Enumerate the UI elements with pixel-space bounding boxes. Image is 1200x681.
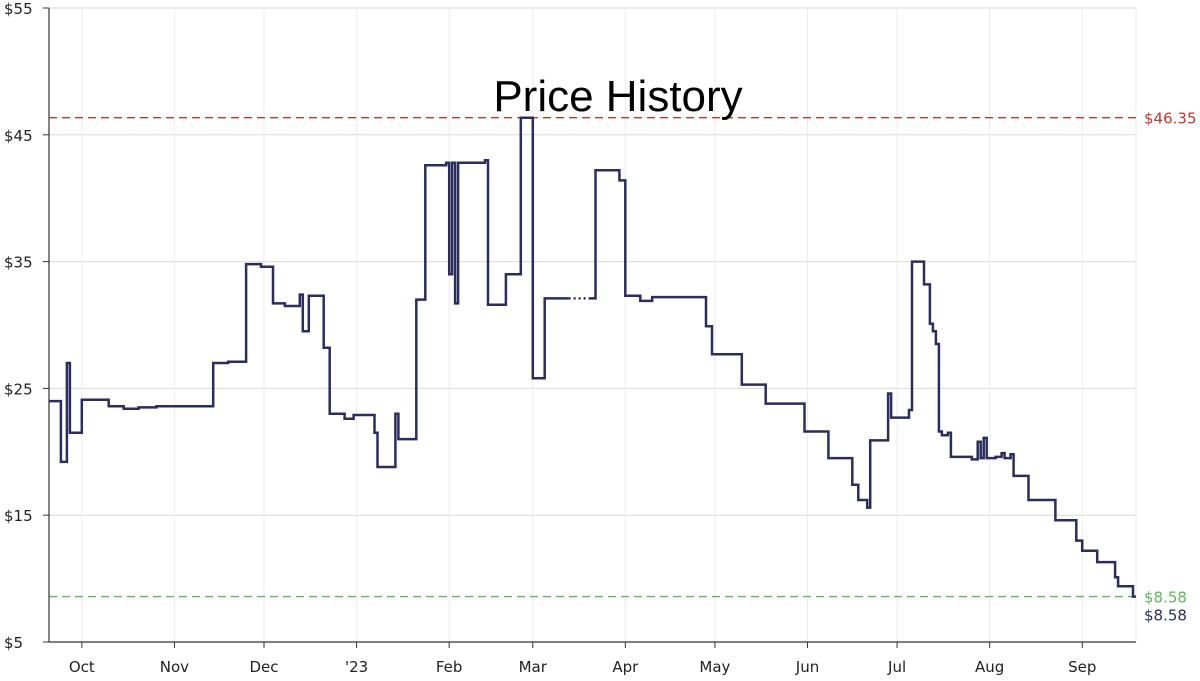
x-tick-label: Apr [612, 658, 639, 676]
x-tick-label: Nov [160, 658, 189, 676]
grid [49, 7, 1137, 643]
x-tick-label: '23 [345, 658, 368, 676]
price-line [49, 116, 1136, 598]
axes: $5 $15 $25 $35 $45 $55 Oct Nov Dec '23 Feb Mar Apr Ma… [4, 0, 1136, 676]
reference-lines: $46.35 $8.58$8.58 [49, 110, 1197, 625]
x-tick-label: Sep [1068, 658, 1096, 676]
chart-title: Price History [493, 72, 742, 121]
price-series [49, 116, 1136, 598]
y-tick-label: $45 [4, 127, 33, 145]
x-tick-label: Jun [795, 658, 819, 676]
x-tick-label: May [699, 658, 730, 676]
x-tick-label: Mar [519, 658, 548, 676]
x-tick-label: Feb [436, 658, 463, 676]
y-tick-label: $15 [4, 507, 33, 525]
y-tick-label: $25 [4, 380, 33, 398]
reference-label: $8.58 [1144, 589, 1187, 607]
y-tick-label: $55 [4, 0, 33, 18]
y-tick-label: $5 [4, 634, 23, 652]
reference-label: $46.35 [1144, 110, 1197, 128]
x-tick-label: Oct [69, 658, 95, 676]
x-tick-label: Aug [975, 658, 1004, 676]
y-tick-label: $35 [4, 254, 33, 272]
current-price-label: $8.58 [1144, 607, 1187, 625]
x-tick-label: Jul [887, 658, 906, 676]
x-tick-label: Dec [249, 658, 278, 676]
